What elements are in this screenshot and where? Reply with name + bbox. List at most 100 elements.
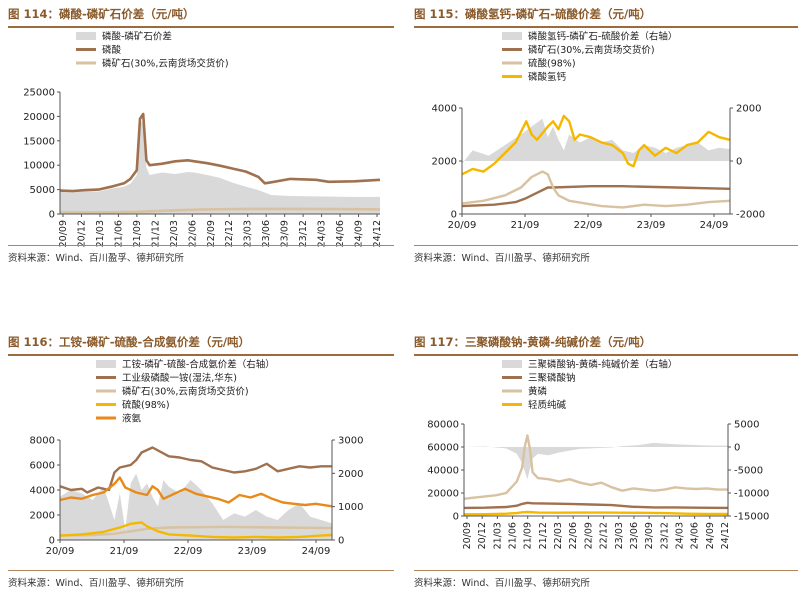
series-line <box>463 501 729 510</box>
x-tick-label: 22/09 <box>174 546 203 557</box>
legend-label: 三聚磷酸钠 <box>528 372 576 384</box>
legend-swatch-area <box>76 32 96 40</box>
y-tick-label-right: 2000 <box>338 469 363 480</box>
chart-title-117: 图 117：三聚磷酸钠-黄磷-纯碱价差（元/吨） <box>414 335 652 349</box>
legend-label: 轻质纯碱 <box>528 399 567 411</box>
x-tick-label: 22/12 <box>224 220 235 247</box>
x-tick-label: 21/09 <box>110 546 139 557</box>
bottom-rule <box>414 570 798 571</box>
x-tick-label: 23/12 <box>659 522 670 549</box>
series-line <box>59 112 381 193</box>
y-tick-label-left: 4000 <box>30 486 55 497</box>
x-tick-label: 21/06 <box>113 220 124 247</box>
series-line <box>461 185 731 208</box>
bottom-rule <box>8 245 394 246</box>
chart-115-svg: 磷酸氢钙-磷矿石-硫酸价差（右轴）磷矿石(30%,云南货场交货价) 硫酸(98%)… <box>432 31 766 232</box>
x-tick-label: 22/09 <box>206 220 217 247</box>
legend-label: 磷矿石(30%,云南货场交货价) <box>102 58 229 70</box>
x-tick-label: 23/12 <box>298 220 309 247</box>
y-tick-label-right: 0 <box>338 536 344 547</box>
legend-label: 磷酸 <box>102 44 122 56</box>
y-tick-label-right: 5000 <box>734 420 759 431</box>
y-tick-label-left: 20000 <box>23 112 55 123</box>
x-tick-label: 24/03 <box>317 220 328 247</box>
x-tick-label: 21/09 <box>523 522 534 549</box>
series-line <box>59 446 332 494</box>
y-tick-label-left: 2000 <box>432 157 457 168</box>
y-tick-label-right: 1000 <box>338 502 363 513</box>
y-tick-label-right: 0 <box>736 157 742 168</box>
x-tick-label: 20/09 <box>58 220 69 247</box>
x-tick-label: 24/03 <box>674 522 685 549</box>
source-note: 资料来源：Wind、百川盈孚、德邦研究所 <box>8 578 184 589</box>
series-line <box>59 476 333 508</box>
chart-panel-117: 图 117：三聚磷酸钠-黄磷-纯碱价差（元/吨） 三聚磷酸钠-黄磷-纯碱价差（右… <box>414 334 798 592</box>
source-note: 资料来源：Wind、百川盈孚、德邦研究所 <box>414 253 590 264</box>
y-tick-label-left: 40000 <box>427 466 459 477</box>
y-tick-label-left: 80000 <box>427 420 459 431</box>
x-tick-label: 23/03 <box>614 522 625 549</box>
y-tick-label-left: 0 <box>49 536 55 547</box>
legend-label: 磷酸氢钙 <box>528 71 567 83</box>
title-rule <box>414 354 798 356</box>
x-tick-label: 23/09 <box>280 220 291 247</box>
x-tick-label: 21/12 <box>150 220 161 247</box>
x-tick-label: 20/12 <box>477 522 488 549</box>
legend-label: 磷酸氢钙-磷矿石-硫酸价差（右轴） <box>528 31 677 43</box>
x-tick-label: 24/12 <box>372 220 383 247</box>
y-tick-label-right: 3000 <box>338 436 363 447</box>
series-line <box>463 510 729 516</box>
x-tick-label: 24/09 <box>354 220 365 247</box>
legend-label: 工铵-磷矿-硫酸-合成氨价差（右轴） <box>122 359 275 371</box>
x-tick-label: 21/06 <box>508 522 519 549</box>
y-tick-label-left: 15000 <box>23 136 55 147</box>
x-tick-label: 20/12 <box>76 220 87 247</box>
x-tick-label: 23/06 <box>629 522 640 549</box>
y-tick-label-left: 2000 <box>30 511 55 522</box>
y-tick-label-left: 0 <box>49 210 55 221</box>
chart-panel-115: 图 115：磷酸氢钙-磷矿石-硫酸价差（元/吨） 磷酸氢钙-磷矿石-硫酸价差（右… <box>414 6 798 268</box>
legend-label: 硫酸(98%) <box>528 58 576 70</box>
y-tick-label-left: 6000 <box>30 461 55 472</box>
chart-panel-116: 图 116：工铵-磷矿-硫酸-合成氨价差（元/吨） 工铵-磷矿-硫酸-合成氨价差… <box>8 334 394 592</box>
x-tick-label: 22/06 <box>187 220 198 247</box>
y-tick-label-left: 20000 <box>427 489 459 500</box>
legend-label: 三聚磷酸钠-黄磷-纯碱价差（右轴） <box>528 359 677 371</box>
legend-swatch-area <box>502 32 522 40</box>
series-line <box>59 525 333 537</box>
y-tick-label-left: 8000 <box>30 436 55 447</box>
x-tick-label: 24/09 <box>705 522 716 549</box>
x-tick-label: 23/09 <box>644 522 655 549</box>
y-tick-label-left: 60000 <box>427 443 459 454</box>
x-tick-label: 23/09 <box>637 220 666 231</box>
y-tick-label-left: 25000 <box>23 88 55 99</box>
series-area <box>60 473 332 540</box>
x-tick-label: 20/09 <box>46 546 75 557</box>
y-tick-label-right: 0 <box>734 443 740 454</box>
series-line <box>59 521 333 539</box>
y-tick-label-left: 5000 <box>30 185 55 196</box>
bottom-rule <box>414 245 798 246</box>
series-line <box>461 114 731 176</box>
series-line <box>59 207 381 214</box>
y-tick-label-left: 0 <box>453 512 459 523</box>
x-tick-label: 22/03 <box>169 220 180 247</box>
x-tick-label: 20/09 <box>462 522 473 549</box>
legend-label: 硫酸(98%) <box>122 399 170 411</box>
y-tick-label-right: -2000 <box>736 210 765 221</box>
chart-panel-114: 图 114：磷酸-磷矿石价差（元/吨） 磷酸-磷矿石价差 磷酸磷矿石(30%,云南… <box>8 6 394 268</box>
chart-116-svg: 工铵-磷矿-硫酸-合成氨价差（右轴）工业级磷酸一铵(湿法,华东) 磷矿石(30%,… <box>30 359 364 558</box>
chart-title-114: 图 114：磷酸-磷矿石价差（元/吨） <box>8 7 195 21</box>
x-tick-label: 24/06 <box>690 522 701 549</box>
x-tick-label: 23/09 <box>238 546 267 557</box>
x-tick-label: 23/03 <box>243 220 254 247</box>
x-tick-label: 21/09 <box>132 220 143 247</box>
x-tick-label: 22/03 <box>553 522 564 549</box>
legend-label: 磷酸-磷矿石价差 <box>102 31 172 43</box>
legend-label: 磷矿石(30%,云南货场交货价) <box>528 44 655 56</box>
x-tick-label: 21/03 <box>95 220 106 247</box>
legend-label: 磷矿石(30%,云南货场交货价) <box>122 386 249 398</box>
y-tick-label-right: -5000 <box>734 466 763 477</box>
